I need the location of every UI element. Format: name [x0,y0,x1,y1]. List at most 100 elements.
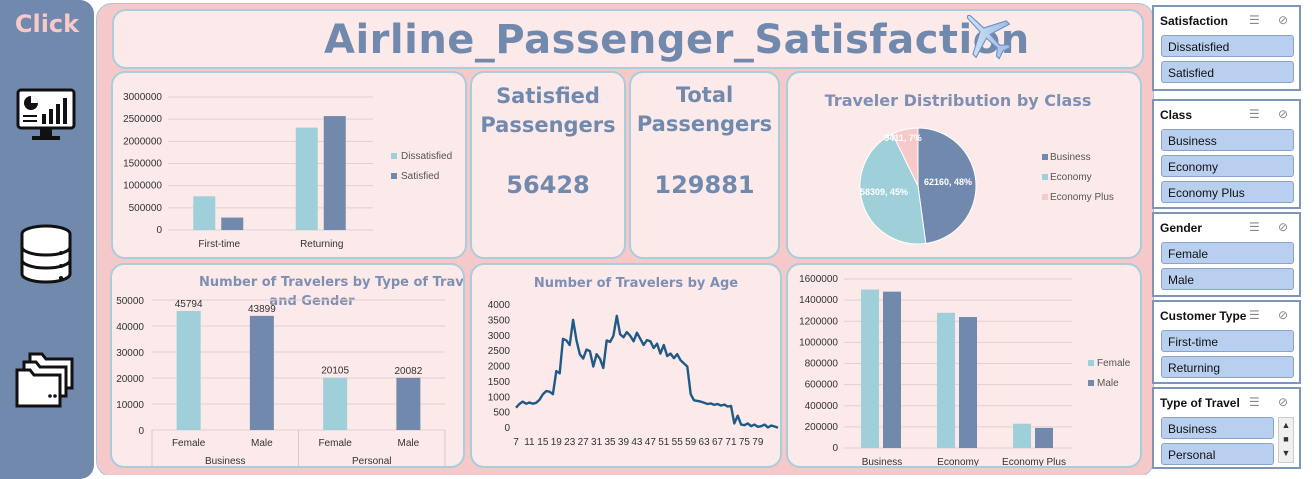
sidebar: Click [0,0,94,479]
bar [221,217,244,230]
slicer-item[interactable]: Business [1161,129,1294,151]
satisfied-kpi-label: Satisfied Passengers [480,84,616,137]
chart-title-line2: and Gender [269,294,355,309]
y-tick-label: 0 [138,426,144,437]
x-tick-label: First-time [198,239,240,250]
slicer-item[interactable]: Personal [1161,443,1274,465]
y-tick-label: 1500 [488,377,511,388]
slicer-item[interactable]: Business [1161,417,1274,439]
folders-icon[interactable] [14,348,78,412]
y-tick-label: 1000000 [123,181,162,192]
pie-data-label: 62160, 48% [924,177,972,187]
x-tick-label: Returning [300,239,343,250]
pie-data-label: 9411, 7% [884,133,922,143]
class-gender-panel: 1600000 1400000 1200000 1000000 800000 600000… [786,263,1142,468]
y-tick-label: 4000 [488,300,511,311]
x-tick-label: 35 [604,437,616,448]
legend-label: Dissatisfied [401,151,452,162]
slicer-item[interactable]: First-time [1161,330,1294,352]
age-distribution-panel: Number of Travelers by Age 4000 3500 3000 25… [470,263,782,468]
multi-select-icon[interactable]: ☰ [1249,220,1260,234]
x-tick-label: 67 [712,437,724,448]
multi-select-icon[interactable]: ☰ [1249,107,1260,121]
slicer-item[interactable]: Dissatisfied [1161,35,1294,57]
bar-data-label: 43899 [248,304,276,315]
y-tick-label: 1600000 [799,274,838,285]
slicer-class: Class ☰ ⊘ Business Economy Economy Plus [1152,99,1301,209]
bar [176,310,201,430]
bar-data-label: 45794 [175,299,203,310]
clear-filter-icon[interactable]: ⊘ [1278,13,1289,27]
database-icon[interactable] [14,222,78,286]
legend-label: Female [1097,358,1131,369]
slicer-title: Gender [1160,221,1203,235]
x-tick-label: 71 [725,437,737,448]
x-tick-label: 75 [739,437,751,448]
y-tick-label: 0 [504,423,510,434]
clear-filter-icon[interactable]: ⊘ [1278,395,1289,409]
y-tick-label: 500000 [129,203,163,214]
slicer-item[interactable]: Satisfied [1161,61,1294,83]
chart-title: Traveler Distribution by Class [825,91,1092,110]
travel-type-gender-panel: Number of Travelers by Type of Travel and… [110,263,477,468]
bar [295,127,318,230]
y-tick-label: 500 [493,408,510,419]
y-tick-label: 1000000 [799,337,838,348]
clear-filter-icon[interactable]: ⊘ [1278,220,1289,234]
bar [1013,423,1031,448]
clear-filter-icon[interactable]: ⊘ [1278,308,1289,322]
slicer-item[interactable]: Male [1161,268,1294,290]
x-tick-label: Male [398,438,420,449]
slicer-item[interactable]: Female [1161,242,1294,264]
legend-label: Business [1050,152,1091,163]
total-kpi-card: Total Passengers 129881 [629,71,780,259]
clear-filter-icon[interactable]: ⊘ [1278,107,1289,121]
customer-type-satisfaction-chart: 3000000 2500000 2000000 1500000 1000000 50000… [123,92,452,250]
slicer-item[interactable]: Economy Plus [1161,181,1294,203]
bar [249,315,274,430]
y-tick-label: 200000 [805,422,839,433]
slicer-scrollbar[interactable]: ▲ ■ ▼ [1278,417,1294,463]
x-tick-label: 79 [752,437,764,448]
x-tick-label: Female [172,438,206,449]
x-tick-label: 63 [699,437,711,448]
x-tick-label: 47 [645,437,657,448]
x-tick-label: 51 [658,437,670,448]
legend-swatch [1042,174,1048,180]
x-tick-label: 31 [591,437,603,448]
bar [883,291,901,448]
bar [396,377,421,430]
title-panel: Airline_Passenger_Satisfaction [112,9,1144,69]
y-tick-label: 20000 [116,374,144,385]
x-tick-label: Female [318,438,352,449]
multi-select-icon[interactable]: ☰ [1249,308,1260,322]
multi-select-icon[interactable]: ☰ [1249,13,1260,27]
chart-title-line1: Number of Travelers by Type of Travel [199,275,463,290]
slicer-title: Satisfaction [1160,14,1229,28]
x-tick-label: 59 [685,437,697,448]
class-distribution-pie-chart: Traveler Distribution by Class 62160, 48%… [825,91,1114,245]
legend-swatch [391,173,397,179]
bar-data-label: 20105 [321,366,349,377]
total-kpi-label: Total Passengers [636,83,773,136]
legend-swatch [1042,154,1048,160]
y-tick-label: 2500000 [123,114,162,125]
y-tick-label: 1200000 [799,316,838,327]
legend-label: Satisfied [401,171,439,182]
satisfied-kpi-value: 56428 [506,171,590,199]
group-label: Personal [352,456,391,466]
y-tick-label: 1400000 [799,295,838,306]
dashboard-monitor-icon[interactable] [14,84,78,148]
slicer-title: Customer Type [1160,309,1247,323]
slicer-item[interactable]: Returning [1161,356,1294,378]
x-tick-label: Economy Plus [1002,457,1066,466]
slicer-gender: Gender ☰ ⊘ Female Male [1152,212,1301,297]
bar [323,116,346,230]
age-distribution-line-chart: Number of Travelers by Age 4000 3500 3000 25… [488,276,779,448]
legend-label: Economy [1050,172,1092,183]
brand-label: Click [14,10,80,38]
x-tick-label: Business [862,457,903,466]
multi-select-icon[interactable]: ☰ [1249,395,1260,409]
slicer-item[interactable]: Economy [1161,155,1294,177]
x-tick-label: 27 [578,437,590,448]
